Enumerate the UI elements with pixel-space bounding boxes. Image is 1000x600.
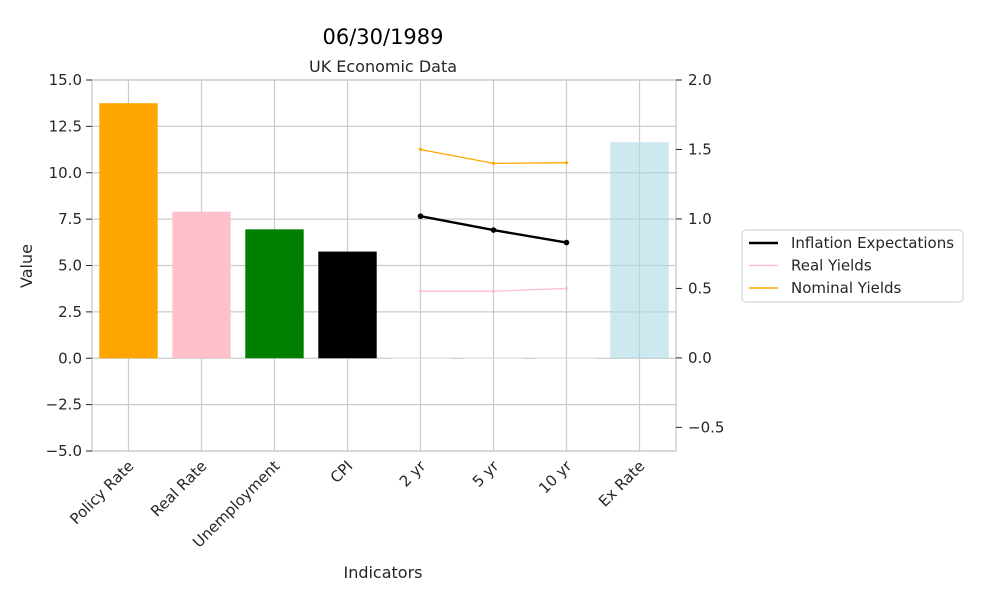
y2-tick-label: 0.0 (688, 349, 712, 367)
axes (86, 79, 682, 452)
y2-tick-label: 1.0 (688, 210, 712, 228)
y2-tick-label: 2.0 (688, 71, 712, 89)
bars (99, 103, 669, 359)
y-tick-label: 0.0 (58, 349, 82, 367)
y-tick-label: 5.0 (58, 257, 82, 275)
chart-subtitle: UK Economic Data (309, 57, 457, 76)
bar (318, 251, 377, 359)
y-tick-label: −5.0 (46, 442, 82, 460)
bar (99, 103, 158, 359)
series-point (418, 147, 423, 152)
x-tick-label: Ex Rate (595, 457, 648, 510)
y2-tick-label: 0.5 (688, 279, 712, 297)
bar (464, 358, 523, 359)
y2-tick-label: −0.5 (688, 418, 724, 436)
series-point (417, 213, 424, 219)
series-point (418, 289, 423, 293)
bar (245, 229, 304, 359)
series-point (563, 239, 570, 246)
bar (537, 358, 596, 359)
bar (391, 358, 450, 359)
legend: Inflation Expectations Real Yields Nominal… (741, 229, 964, 303)
legend-entry: Real Yields (791, 257, 872, 275)
y-tick-label: 15.0 (49, 71, 82, 89)
series-point (491, 289, 496, 293)
x-tick-label: 5 yr (469, 457, 503, 491)
x-tick-label: Policy Rate (66, 457, 137, 528)
bar (172, 211, 231, 359)
y2-tick-label: 1.5 (688, 140, 712, 158)
series-point (490, 227, 497, 233)
y-tick-label: 7.5 (58, 210, 82, 228)
chart-title: 06/30/1989 (322, 25, 443, 49)
y-tick-label: −2.5 (46, 396, 82, 414)
y-tick-label: 10.0 (49, 164, 82, 182)
x-tick-label: Real Rate (147, 457, 210, 520)
series-point (564, 161, 569, 165)
legend-entry: Nominal Yields (791, 279, 902, 297)
x-tick-label: CPI (327, 457, 357, 487)
bar (610, 142, 669, 359)
series-lines (417, 147, 570, 293)
series-point (491, 161, 496, 165)
x-tick-label: 10 yr (535, 457, 576, 498)
series-point (564, 286, 569, 291)
y-axis-label: Value (17, 244, 36, 288)
y-tick-label: 2.5 (58, 303, 82, 321)
x-tick-label: 2 yr (396, 457, 430, 491)
legend-box (741, 229, 964, 303)
y-tick-label: 12.5 (49, 117, 82, 135)
legend-entry: Inflation Expectations (791, 234, 954, 252)
x-axis-label: Indicators (343, 563, 422, 582)
